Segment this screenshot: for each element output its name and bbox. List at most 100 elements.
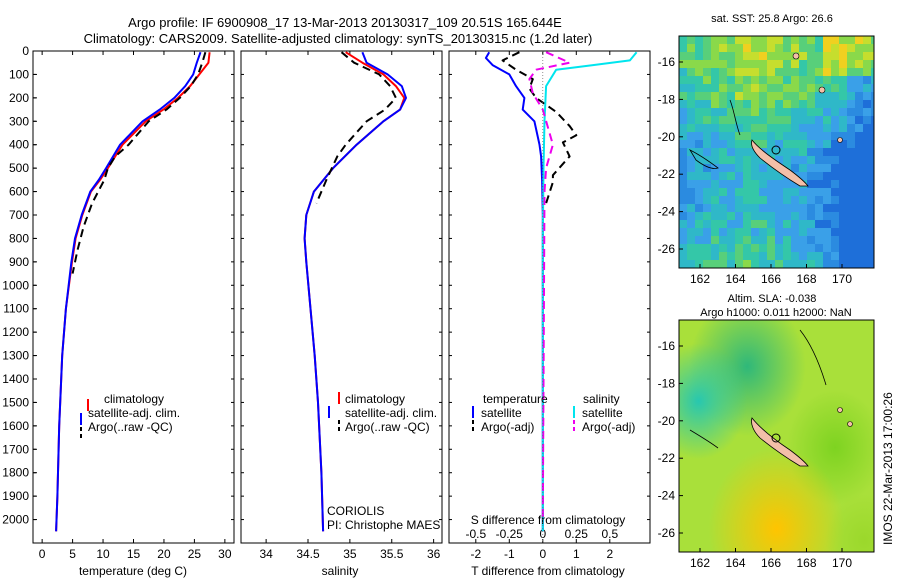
sst-cell <box>847 68 855 76</box>
sst-cell <box>711 100 719 108</box>
sst-cell <box>863 252 871 260</box>
sst-cell <box>847 236 855 244</box>
sst-cell <box>847 36 855 44</box>
sst-cell <box>863 204 871 212</box>
sst-cell <box>807 60 815 68</box>
sst-cell <box>735 228 743 236</box>
sst-cell <box>767 108 775 116</box>
sst-cell <box>767 196 775 204</box>
sst-cell <box>847 180 855 188</box>
sst-cell <box>751 132 759 140</box>
sst-cell <box>847 220 855 228</box>
sst-cell <box>831 156 839 164</box>
sst-cell <box>719 236 727 244</box>
sst-cell <box>799 52 807 60</box>
sst-cell <box>791 236 799 244</box>
sst-cell <box>751 108 759 116</box>
sst-cell <box>759 140 767 148</box>
y-tick-label: 800 <box>9 231 29 245</box>
sst-cell <box>687 172 695 180</box>
y-tick-label: 1300 <box>2 349 29 363</box>
climatology-line <box>55 52 211 532</box>
sst-cell <box>711 36 719 44</box>
y-tick-label: 100 <box>9 67 29 81</box>
sst-cell <box>703 140 711 148</box>
temperature-panel: 0 5 10 15 20 25 30 0 100 200 300 400 500 600 700 800 90… <box>2 44 235 578</box>
sst-cell <box>863 68 871 76</box>
sst-cell <box>735 244 743 252</box>
sst-cell <box>695 164 703 172</box>
sst-cell <box>863 172 871 180</box>
sla-coastline <box>689 329 853 467</box>
sst-cell <box>847 124 855 132</box>
sst-cell <box>679 252 687 260</box>
sst-cell <box>847 188 855 196</box>
sst-cell <box>711 204 719 212</box>
sst-cell <box>775 260 783 268</box>
sst-cell <box>839 84 847 92</box>
sst-cell <box>679 220 687 228</box>
sst-cell <box>719 220 727 228</box>
sst-cell <box>807 156 815 164</box>
sst-cell <box>823 156 831 164</box>
sst-cell <box>831 124 839 132</box>
sst-cell <box>863 220 871 228</box>
sst-cell <box>719 52 727 60</box>
top-tick-label: -0.5 <box>465 527 486 541</box>
map-y-tick-label: -16 <box>658 55 676 69</box>
sst-cell <box>839 140 847 148</box>
sst-cell <box>735 76 743 84</box>
sst-cell <box>679 140 687 148</box>
sst-cell <box>719 140 727 148</box>
sla-map-image <box>679 320 874 552</box>
sst-cell <box>735 172 743 180</box>
sst-cell <box>767 164 775 172</box>
sst-cell <box>695 156 703 164</box>
sst-cell <box>743 148 751 156</box>
sst-cell <box>831 244 839 252</box>
sst-cell <box>831 44 839 52</box>
sst-cell <box>687 252 695 260</box>
sst-cell <box>775 188 783 196</box>
map-y-tick-label: -26 <box>658 526 676 540</box>
sst-cell <box>871 60 874 68</box>
sst-cell <box>703 188 711 196</box>
sst-cell <box>759 244 767 252</box>
sst-cell <box>807 260 815 268</box>
sst-cell <box>759 44 767 52</box>
sst-cell <box>799 196 807 204</box>
sst-cell <box>703 84 711 92</box>
sst-cell <box>767 172 775 180</box>
sst-cell <box>767 124 775 132</box>
sst-cell <box>783 204 791 212</box>
sst-cell <box>815 116 823 124</box>
sst-cell <box>735 140 743 148</box>
sst-cell <box>791 108 799 116</box>
sla-map: Altim. SLA: -0.038 Argo h1000: 0.011 h20… <box>658 293 875 570</box>
sst-cell <box>687 156 695 164</box>
salinity-x-label: salinity <box>322 564 359 578</box>
sst-cell <box>687 204 695 212</box>
sst-cell <box>855 236 863 244</box>
sla-map-title: Altim. SLA: -0.038 <box>728 293 817 305</box>
sst-cell <box>719 252 727 260</box>
sst-cell <box>743 44 751 52</box>
sst-cell <box>687 140 695 148</box>
sst-cell <box>679 60 687 68</box>
sst-cell <box>831 108 839 116</box>
sst-cell <box>711 236 719 244</box>
sst-cell <box>703 52 711 60</box>
sst-cell <box>823 84 831 92</box>
difference-series <box>484 51 638 532</box>
y-tick-label: 900 <box>9 255 29 269</box>
y-tick-label: 400 <box>9 138 29 152</box>
sst-cell <box>831 204 839 212</box>
sst-cell <box>679 132 687 140</box>
sst-cell <box>687 196 695 204</box>
sst-cell <box>823 236 831 244</box>
sst-cell <box>727 156 735 164</box>
sst-cell <box>743 236 751 244</box>
sst-cell <box>839 68 847 76</box>
sst-cell <box>751 116 759 124</box>
sst-cell <box>767 52 775 60</box>
